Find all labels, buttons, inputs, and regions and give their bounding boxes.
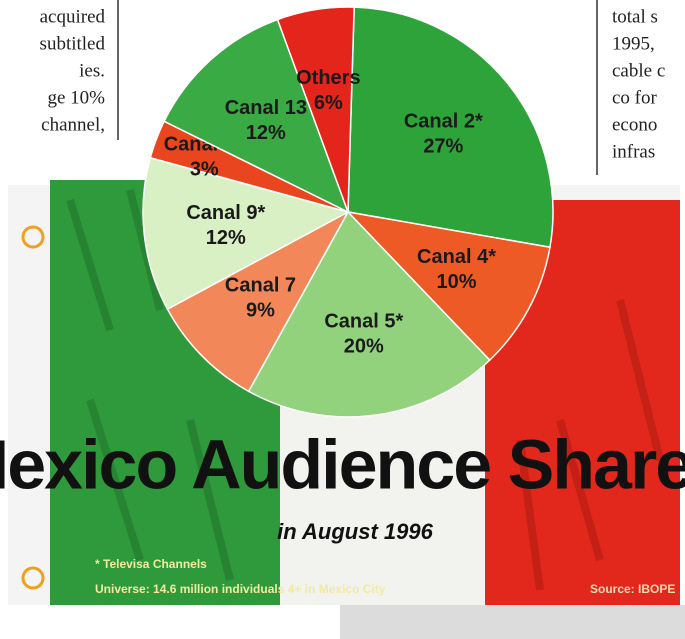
chart-subtitle: in August 1996 xyxy=(277,519,433,544)
slice-label: Canal 4* xyxy=(417,246,496,268)
slice-value: 3% xyxy=(190,159,219,181)
slice-label: Canal 7 xyxy=(225,275,296,297)
article-text: econo xyxy=(612,114,657,135)
slice-label: Canal 2* xyxy=(404,111,483,133)
slice-value: 6% xyxy=(314,92,343,114)
slice-label: Canal 5* xyxy=(324,310,403,332)
article-text: 1995, xyxy=(612,33,655,54)
article-text: acquired xyxy=(40,6,106,27)
slice-label: Canal 13 xyxy=(225,97,307,119)
slice-label: Others xyxy=(296,67,360,89)
slice-value: 10% xyxy=(437,271,477,293)
article-text: infras xyxy=(612,141,655,162)
article-text: total s xyxy=(612,6,658,27)
note: Universe: 14.6 million individuals 4+ in… xyxy=(95,582,386,596)
article-text: ge 10% xyxy=(47,87,105,108)
chart-title: Mexico Audience Shares xyxy=(0,425,685,503)
article-text: subtitled xyxy=(40,33,106,54)
chart: Canal 2* 27% Canal 4* 10% Canal 5* 20% Canal 7… xyxy=(0,0,685,639)
slice-value: 9% xyxy=(246,300,275,322)
pie: Canal 2* 27% Canal 4* 10% Canal 5* 20% Canal 7… xyxy=(143,7,553,417)
slice-value: 12% xyxy=(246,122,286,144)
bottom-bar xyxy=(340,605,685,639)
article-text: ies. xyxy=(79,60,105,81)
source: Source: IBOPE xyxy=(590,582,675,596)
slice-value: 27% xyxy=(423,136,463,158)
slice-value: 20% xyxy=(344,335,384,357)
article-text: channel, xyxy=(41,114,105,135)
article-text: co for xyxy=(612,87,658,108)
slice-label: Canal 9* xyxy=(186,202,265,224)
slice-value: 12% xyxy=(206,227,246,249)
article-text: cable c xyxy=(612,60,665,81)
note: * Televisa Channels xyxy=(95,557,207,571)
